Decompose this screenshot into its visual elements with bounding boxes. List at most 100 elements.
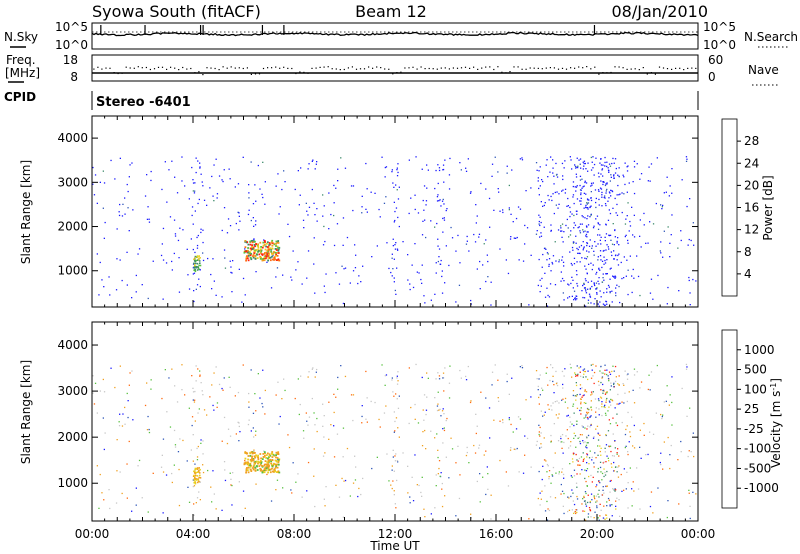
velocity-point	[260, 457, 262, 460]
velocity-point	[448, 397, 451, 399]
velocity-point	[530, 466, 532, 468]
power-point	[192, 267, 194, 269]
power-point	[121, 279, 123, 282]
power-point	[194, 258, 196, 261]
velocity-point	[435, 485, 437, 487]
velocity-point	[263, 471, 266, 473]
power-point	[660, 241, 662, 243]
velocity-point	[306, 420, 308, 422]
power-point	[308, 206, 311, 208]
velocity-point	[352, 482, 355, 484]
power-point	[257, 164, 259, 167]
power-point	[229, 260, 231, 262]
power-point	[195, 256, 198, 258]
power-point	[397, 249, 399, 251]
velocity-point	[200, 442, 202, 444]
power-point	[652, 223, 655, 225]
power-point	[598, 204, 600, 206]
velocity-point	[680, 440, 682, 443]
power-point	[282, 274, 284, 276]
power-point	[245, 257, 248, 260]
power-point	[223, 207, 226, 209]
nave-dot	[420, 66, 422, 68]
velocity-point	[197, 412, 199, 414]
velocity-point	[277, 458, 280, 461]
power-point	[260, 248, 262, 251]
velocity-point	[595, 486, 597, 488]
power-point	[613, 276, 615, 278]
velocity-point	[188, 501, 191, 503]
velocity-point	[254, 434, 257, 436]
power-point	[537, 177, 539, 179]
power-point	[636, 255, 638, 257]
power-point	[425, 204, 427, 206]
velocity-point	[632, 481, 634, 483]
power-point	[222, 180, 224, 183]
velocity-point	[238, 440, 240, 442]
power-point	[552, 159, 554, 161]
velocity-point	[394, 503, 396, 505]
power-point	[585, 182, 588, 184]
power-point	[248, 184, 250, 186]
power-point	[538, 220, 540, 223]
velocity-point	[294, 397, 296, 400]
power-point	[386, 242, 388, 244]
power-point	[216, 193, 219, 195]
velocity-point	[238, 425, 240, 428]
power-point	[116, 258, 118, 260]
velocity-point	[257, 461, 260, 464]
power-point	[275, 276, 277, 278]
velocity-point	[361, 405, 363, 407]
nave-dot	[549, 67, 551, 69]
velocity-point	[575, 512, 577, 515]
power-point	[521, 159, 524, 161]
velocity-point	[661, 417, 663, 420]
power-point	[603, 292, 605, 294]
power-point	[616, 203, 618, 206]
power-point	[468, 250, 470, 252]
power-point	[275, 240, 278, 243]
power-point	[577, 227, 579, 229]
power-point	[435, 169, 437, 172]
velocity-point	[605, 434, 607, 437]
velocity-point	[667, 436, 669, 439]
velocity-point	[546, 366, 548, 369]
power-point	[581, 215, 583, 217]
power-point	[587, 231, 589, 233]
velocity-point	[616, 413, 618, 415]
power-point	[195, 157, 197, 159]
velocity-point	[539, 447, 541, 449]
velocity-point	[275, 460, 278, 463]
time-tick-label: 08:00	[277, 527, 312, 541]
power-point	[224, 257, 226, 259]
power-point	[550, 224, 552, 226]
power-point	[497, 188, 499, 190]
power-point	[621, 211, 623, 214]
power-point	[569, 215, 571, 218]
velocity-point	[194, 478, 197, 480]
power-point	[213, 200, 215, 202]
power-point	[692, 278, 694, 281]
power-point	[613, 244, 615, 246]
velocity-point	[604, 373, 606, 375]
power-point	[195, 266, 198, 269]
power-point	[391, 275, 393, 277]
velocity-point	[444, 495, 446, 497]
power-point	[551, 261, 553, 264]
velocity-point	[575, 375, 577, 377]
power-point	[588, 263, 590, 265]
velocity-point	[538, 424, 540, 426]
power-point	[582, 241, 584, 243]
power-point	[254, 184, 256, 186]
power-point	[438, 167, 441, 169]
station-title: Syowa South (fitACF)	[92, 2, 261, 21]
power-point	[171, 269, 173, 271]
velocity-point	[599, 434, 601, 436]
power-point	[633, 236, 636, 238]
velocity-point	[252, 412, 255, 414]
power-point	[244, 240, 247, 242]
velocity-point	[187, 486, 189, 488]
velocity-point	[570, 441, 572, 443]
velocity-point	[194, 420, 196, 422]
